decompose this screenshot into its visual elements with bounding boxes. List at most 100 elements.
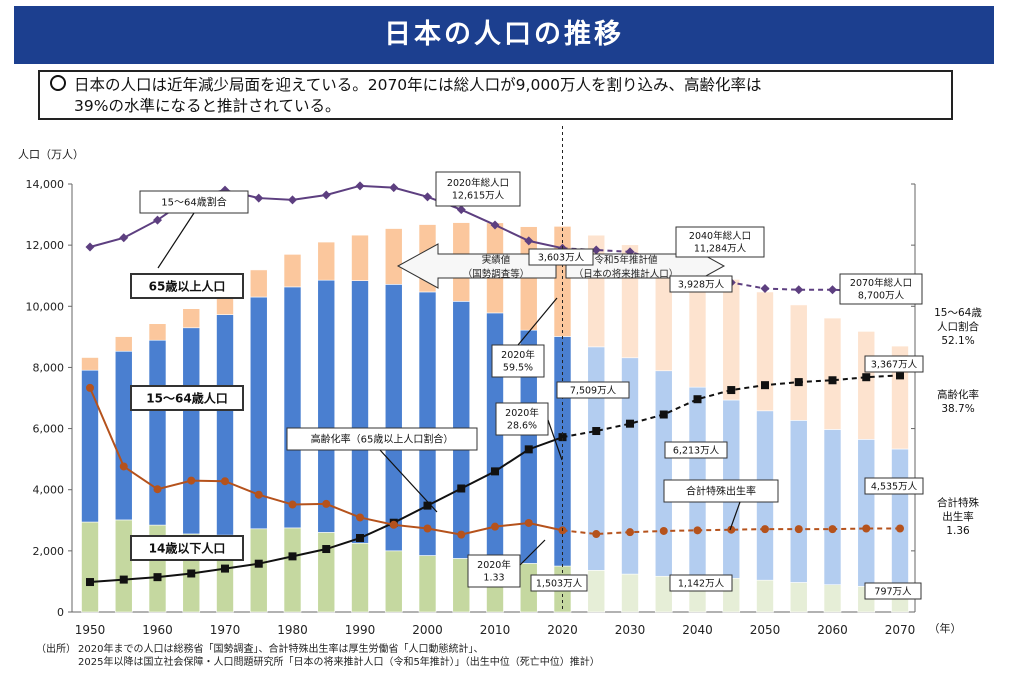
band-actual-sub: （国勢調査等） bbox=[463, 268, 530, 280]
label-over65-box bbox=[130, 273, 244, 299]
annotation-pop2040-text: 11,284万人 bbox=[694, 244, 747, 255]
working-ratio-point bbox=[591, 245, 601, 255]
bar-15-64 bbox=[216, 314, 234, 536]
fertility-point bbox=[828, 525, 837, 534]
y-tick-label: 14,000 bbox=[26, 178, 65, 191]
fertility-point bbox=[896, 524, 904, 533]
fertility-point bbox=[153, 485, 162, 494]
source-label: （出所） bbox=[36, 644, 76, 655]
annotation-pop2070-text: 8,700万人 bbox=[858, 291, 905, 302]
aging-rate-point bbox=[423, 501, 432, 510]
aging-rate-point bbox=[659, 410, 668, 419]
fertility-point bbox=[727, 525, 736, 534]
fertility-point bbox=[322, 499, 331, 508]
bar-under15 bbox=[823, 584, 842, 613]
right-label-working: 15～64歳 bbox=[934, 307, 982, 319]
working-ratio-point bbox=[288, 195, 297, 205]
bar-under15 bbox=[317, 532, 336, 613]
bar-over65 bbox=[756, 291, 774, 412]
x-tick-label: 1950 bbox=[75, 623, 106, 637]
bar-15-64 bbox=[182, 327, 201, 535]
bar-under15 bbox=[756, 579, 774, 613]
annotation-2020-fert-text: 1.33 bbox=[483, 573, 504, 584]
fertility-point bbox=[524, 518, 533, 527]
annotation-2020-working-leader bbox=[517, 297, 558, 346]
bar-over65 bbox=[182, 308, 201, 329]
annotation-2020-working-text: 59.5% bbox=[503, 363, 533, 374]
aging-rate-point bbox=[491, 467, 499, 476]
right-label-working: 52.1% bbox=[941, 335, 974, 347]
circle-bullet-icon bbox=[50, 75, 66, 91]
label-aging-text: 高齢化率（65歳以上人口割合） bbox=[311, 433, 454, 446]
annotation-4535-box bbox=[864, 477, 924, 495]
x-tick-label: 2040 bbox=[682, 623, 713, 637]
annotation-1142-box bbox=[669, 574, 733, 592]
x-tick-label: 2020 bbox=[547, 623, 578, 637]
band-proj-sub: （日本の将来推計人口） bbox=[574, 268, 679, 280]
population-chart: 0 2,000 4,000 6,000 8,000 10,000 12,000 14,000 人… bbox=[18, 126, 982, 637]
fertility-point bbox=[761, 525, 769, 534]
fertility-point bbox=[423, 524, 432, 533]
bar-15-64 bbox=[891, 448, 909, 588]
bar-under15 bbox=[452, 558, 471, 613]
fertility-point bbox=[389, 520, 398, 529]
annotation-2020-fert-text: 2020年 bbox=[477, 559, 511, 571]
aging-rate-point bbox=[153, 573, 162, 582]
bar-15-64 bbox=[384, 284, 403, 552]
working-ratio-point bbox=[490, 220, 500, 230]
y-tick-label: 8,000 bbox=[33, 361, 65, 374]
fertility-point bbox=[693, 526, 702, 535]
annotation-6213-text: 6,213万人 bbox=[673, 445, 720, 456]
annotation-4535-text: 4,535万人 bbox=[871, 481, 918, 492]
x-tick-label: 2000 bbox=[412, 623, 443, 637]
fertility-point bbox=[592, 530, 601, 539]
band-proj-label: 令和5年推計値 bbox=[594, 254, 658, 266]
bar-over65 bbox=[857, 331, 876, 440]
bar-over65 bbox=[317, 241, 336, 281]
annotation-2020-fert-box bbox=[467, 554, 521, 588]
right-label-working: 人口割合 bbox=[937, 320, 979, 333]
aging-rate-point bbox=[794, 378, 803, 387]
fertility-point bbox=[119, 462, 128, 471]
aging-rate-point bbox=[322, 545, 331, 554]
label-fertility-leader bbox=[729, 501, 741, 531]
working-ratio-point bbox=[828, 285, 837, 295]
annotation-pop2070-box bbox=[839, 273, 923, 305]
working-ratio-point bbox=[794, 285, 804, 295]
annotation-3367-box bbox=[864, 355, 924, 373]
label-under15-box bbox=[130, 535, 244, 561]
bar-under15 bbox=[621, 573, 639, 613]
y-tick-label: 0 bbox=[57, 606, 64, 619]
annotation-3603-text: 3,603万人 bbox=[538, 252, 585, 263]
x-tick-label: 2070 bbox=[885, 623, 916, 637]
aging-rate-point bbox=[86, 578, 94, 587]
aging-rate-point bbox=[727, 386, 736, 395]
right-label-fertility: 1.36 bbox=[946, 525, 970, 537]
working-ratio-point bbox=[760, 284, 770, 294]
right-label-fertility: 出生率 bbox=[942, 510, 974, 523]
bar-15-64 bbox=[351, 280, 369, 544]
aging-rate-point bbox=[187, 569, 196, 578]
x-tick-label: 2060 bbox=[817, 623, 848, 637]
working-ratio-point bbox=[355, 181, 365, 191]
annotation-797-text: 797万人 bbox=[874, 586, 912, 597]
fertility-point bbox=[288, 500, 297, 509]
annotation-2020-fert-leader bbox=[519, 539, 546, 566]
label-working-ratio-leader bbox=[157, 212, 195, 269]
working-ratio-point bbox=[456, 205, 466, 215]
bar-15-64 bbox=[789, 420, 808, 583]
bar-15-64 bbox=[81, 369, 99, 523]
y-tick-label: 6,000 bbox=[33, 423, 65, 436]
bar-over65 bbox=[384, 228, 403, 285]
aging-rate-point bbox=[828, 376, 837, 385]
working-ratio-point bbox=[119, 233, 129, 243]
aging-rate-point bbox=[693, 395, 702, 404]
aging-rate-point bbox=[896, 371, 904, 380]
x-tick-label: 2050 bbox=[750, 623, 781, 637]
label-over65-text: 65歳以上人口 bbox=[149, 278, 226, 293]
bar-under15 bbox=[283, 527, 302, 613]
annotation-6213-box bbox=[664, 441, 728, 459]
aging-rate-point bbox=[457, 484, 466, 493]
label-fertility-text: 合計特殊出生率 bbox=[686, 485, 756, 498]
working-ratio-point bbox=[153, 215, 162, 225]
